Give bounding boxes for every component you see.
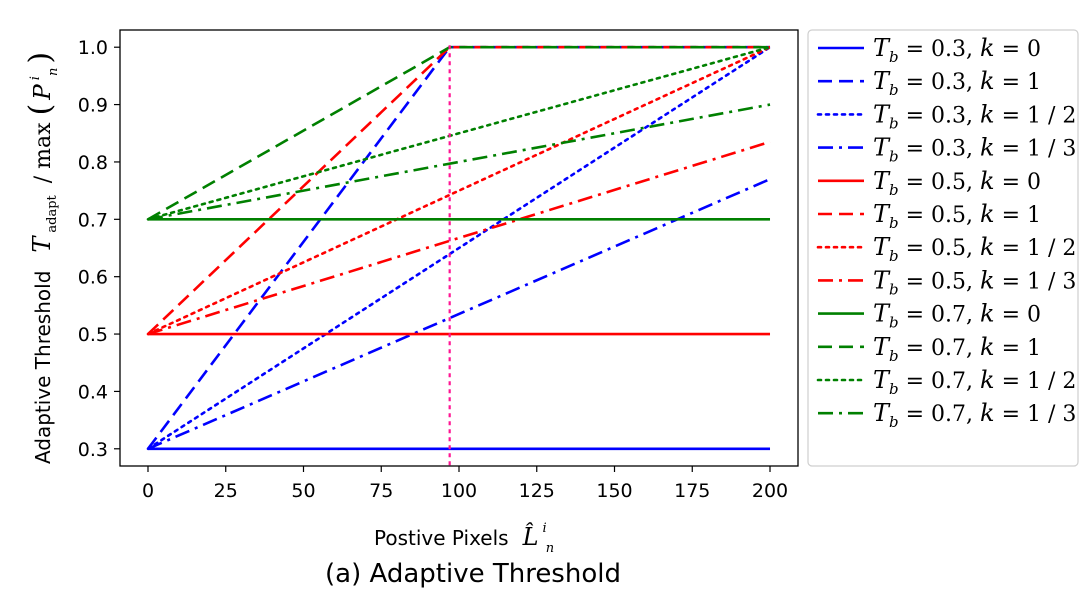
- x-tick-label: 100: [441, 480, 477, 502]
- y-tick-label: 0.4: [78, 381, 108, 403]
- legend-item: Tb = 0.7, k = 1 / 3: [818, 399, 1076, 431]
- legend-label: Tb = 0.5, k = 1: [873, 200, 1041, 232]
- x-tick-label: 75: [369, 480, 393, 502]
- legend-item: Tb = 0.5, k = 1 / 3: [818, 266, 1076, 298]
- legend-item: Tb = 0.5, k = 0: [818, 167, 1041, 199]
- y-tick-label: 1.0: [78, 37, 108, 59]
- y-axis-label-arg: P: [30, 84, 56, 101]
- legend-label: Tb = 0.3, k = 1 / 2: [873, 100, 1076, 132]
- x-tick-label: 50: [291, 480, 315, 502]
- y-tick-label: 0.7: [78, 209, 108, 231]
- svg-text:Postive Pixels L̂: Postive Pixels L̂ i n: [374, 519, 554, 556]
- legend-item: Tb = 0.7, k = 1 / 2: [816, 366, 1076, 398]
- series-line-4: [147, 177, 771, 450]
- series-line-8: [147, 140, 771, 336]
- y-tick-label: 0.3: [78, 439, 108, 461]
- legend-label: Tb = 0.3, k = 1: [873, 67, 1041, 99]
- x-tick-label: 175: [674, 480, 710, 502]
- series-line-6: [147, 45, 771, 335]
- series-line-12: [147, 103, 771, 221]
- y-tick-label: 0.8: [78, 152, 108, 174]
- x-tick-label: 0: [142, 480, 154, 502]
- x-tick-label: 200: [752, 480, 788, 502]
- legend-box: [807, 29, 1079, 467]
- x-axis-label-sub: n: [546, 541, 554, 556]
- legend-item: Tb = 0.5, k = 1 / 2: [816, 233, 1076, 265]
- legend-item: Tb = 0.3, k = 1 / 2: [816, 100, 1076, 132]
- legend-item: Tb = 0.3, k = 1 / 3: [818, 134, 1076, 166]
- x-axis-label-symbol: L̂: [522, 523, 539, 551]
- legend-label: Tb = 0.7, k = 1 / 2: [873, 366, 1076, 398]
- legend-label: Tb = 0.7, k = 1 / 3: [873, 399, 1076, 431]
- y-axis-label-symbol: T: [28, 235, 56, 253]
- y-tick-label: 0.5: [78, 324, 108, 346]
- x-tick-label: 25: [214, 480, 238, 502]
- legend-label: Tb = 0.3, k = 0: [873, 34, 1041, 66]
- y-axis-label-arg-sub: n: [46, 68, 61, 76]
- x-axis-label: Postive Pixels L̂ i n: [374, 519, 554, 556]
- y-axis-label-sub: adapt: [45, 194, 60, 232]
- x-tick-label: 125: [519, 480, 555, 502]
- svg-text:Adaptive Threshold T: Adaptive Threshold T adapt / max ( P i n…: [23, 52, 61, 464]
- y-axis-label: Adaptive Threshold T adapt / max ( P i n…: [23, 52, 61, 464]
- series-lines: [146, 45, 772, 451]
- series-line-3: [146, 45, 772, 451]
- y-tick-label: 0.9: [78, 95, 108, 117]
- legend-label: Tb = 0.5, k = 1 / 2: [873, 233, 1076, 265]
- legend-item: Tb = 0.3, k = 0: [818, 34, 1041, 66]
- legend-label: Tb = 0.3, k = 1 / 3: [873, 134, 1076, 166]
- legend-label: Tb = 0.7, k = 1: [873, 333, 1041, 365]
- y-tick-label: 0.6: [78, 267, 108, 289]
- legend-label: Tb = 0.5, k = 0: [873, 167, 1041, 199]
- legend-label: Tb = 0.5, k = 1 / 3: [873, 266, 1076, 298]
- legend-item: Tb = 0.7, k = 0: [818, 300, 1041, 332]
- y-axis-label-text: Adaptive Threshold: [31, 271, 55, 464]
- y-axis-label-divider: / max: [31, 122, 56, 183]
- x-tick-label: 150: [596, 480, 632, 502]
- series-line-11: [146, 45, 772, 221]
- chart-caption: (a) Adaptive Threshold: [325, 559, 621, 589]
- legend-label: Tb = 0.7, k = 0: [873, 300, 1041, 332]
- legend-item: Tb = 0.5, k = 1: [818, 200, 1041, 232]
- axes: 0 25 50 75 100 125 150 175 200 0.3 0.4 0.5 0.6 0.7 0.8…: [78, 29, 799, 502]
- x-axis-label-text: Postive Pixels: [374, 526, 509, 550]
- x-axis-label-sup: i: [543, 521, 547, 536]
- legend: Tb = 0.3, k = 0Tb = 0.3, k = 1Tb = 0.3, …: [807, 29, 1079, 467]
- legend-item: Tb = 0.7, k = 1: [818, 333, 1041, 365]
- series-line-2: [146, 45, 771, 450]
- y-axis-label-arg-sup: i: [28, 76, 43, 80]
- plot-area: [146, 45, 772, 466]
- legend-item: Tb = 0.3, k = 1: [818, 67, 1041, 99]
- series-line-7: [146, 45, 772, 336]
